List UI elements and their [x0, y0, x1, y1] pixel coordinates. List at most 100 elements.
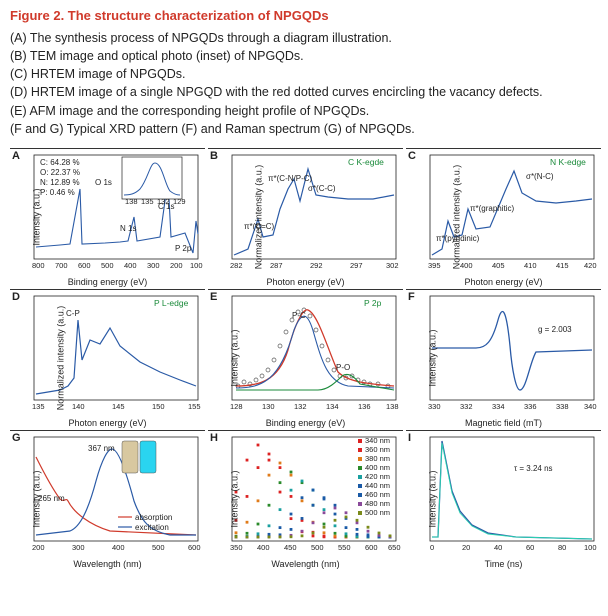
panel-letter-g: G	[12, 432, 21, 444]
svg-text:60: 60	[526, 543, 534, 552]
panel-h: H Intensity (a.u.) 340 nm360 nm380 nm400…	[208, 430, 403, 568]
panel-d-svg: P L-edge C-P 135140145150155	[10, 290, 205, 428]
panel-letter-f: F	[408, 291, 415, 303]
svg-text:332: 332	[460, 402, 473, 411]
panel-letter-h: H	[210, 432, 218, 444]
figure-caption-block: Figure 2. The structure characterization…	[10, 8, 598, 138]
panel-a: A Intensity (a.u.) C: 64.28 % O: 22.37 %…	[10, 148, 205, 286]
svg-text:420: 420	[584, 261, 597, 270]
svg-text:200: 200	[170, 261, 183, 270]
panel-b-svg: C K-egde π*(C=C) π*(C-N/P-C) σ*(C-C) 282…	[208, 149, 403, 287]
svg-text:P-C: P-C	[292, 311, 306, 320]
svg-text:400: 400	[124, 261, 137, 270]
svg-text:C-P: C-P	[66, 309, 80, 318]
svg-text:N 1s: N 1s	[120, 224, 136, 233]
panels-grid: A Intensity (a.u.) C: 64.28 % O: 22.37 %…	[10, 148, 598, 568]
svg-text:297: 297	[350, 261, 363, 270]
svg-text:135: 135	[32, 402, 45, 411]
svg-text:440 nm: 440 nm	[365, 481, 390, 490]
panel-d-ylabel: Normalized intensity (a.u.)	[55, 306, 65, 411]
svg-text:350: 350	[230, 543, 243, 552]
svg-text:τ = 3.24 ns: τ = 3.24 ns	[514, 464, 553, 473]
svg-text:480 nm: 480 nm	[365, 499, 390, 508]
svg-text:338: 338	[556, 402, 569, 411]
svg-text:0: 0	[430, 543, 434, 552]
panel-letter-a: A	[12, 150, 20, 162]
svg-text:550: 550	[338, 543, 351, 552]
panel-f-ylabel: Intensity (a.u.)	[428, 330, 438, 387]
panel-letter-i: I	[408, 432, 411, 444]
caption-a: (A) The synthesis process of NPGQDs thro…	[10, 29, 598, 47]
svg-text:π*(C-N/P-C): π*(C-N/P-C)	[268, 174, 313, 183]
svg-text:460 nm: 460 nm	[365, 490, 390, 499]
caption-e: (E) AFM image and the corresponding heig…	[10, 102, 598, 120]
svg-text:140: 140	[72, 402, 85, 411]
svg-text:P 2p: P 2p	[175, 244, 192, 253]
svg-text:340: 340	[584, 402, 597, 411]
panel-c: C Normalized intensity (a.u.) N K-edge π…	[406, 148, 601, 286]
panel-b: B Normalized intensity (a.u.) C K-egde π…	[208, 148, 403, 286]
svg-text:P-O: P-O	[336, 363, 350, 372]
panel-letter-e: E	[210, 291, 217, 303]
svg-text:360 nm: 360 nm	[365, 445, 390, 454]
svg-text:O 1s: O 1s	[95, 178, 112, 187]
svg-text:π*(graphitic): π*(graphitic)	[470, 204, 515, 213]
svg-text:200: 200	[32, 543, 45, 552]
panel-e-xlabel: Binding energy (eV)	[266, 418, 346, 428]
svg-text:334: 334	[492, 402, 505, 411]
svg-text:134: 134	[326, 402, 339, 411]
svg-text:C: 64.28 %: C: 64.28 %	[40, 158, 80, 167]
svg-text:40: 40	[494, 543, 502, 552]
svg-text:500: 500	[101, 261, 114, 270]
svg-text:σ*(N-C): σ*(N-C)	[526, 172, 554, 181]
caption-d: (D) HRTEM image of a single NPGQD with t…	[10, 83, 598, 101]
svg-text:600: 600	[188, 543, 201, 552]
panel-c-xlabel: Photon energy (eV)	[464, 277, 542, 287]
svg-text:P: 0.46 %: P: 0.46 %	[40, 188, 75, 197]
panel-f-xlabel: Magnetic field (mT)	[465, 418, 542, 428]
svg-text:800: 800	[32, 261, 45, 270]
svg-text:132: 132	[157, 197, 170, 206]
svg-text:367 nm: 367 nm	[88, 444, 115, 453]
panel-c-svg: N K-edge π*(pyridinic) π*(graphitic) σ*(…	[406, 149, 601, 287]
panel-g-ylabel: Intensity (a.u.)	[32, 471, 42, 528]
svg-text:340 nm: 340 nm	[365, 436, 390, 445]
panel-g-xlabel: Wavelength (nm)	[73, 559, 141, 569]
svg-text:100: 100	[584, 543, 597, 552]
panel-i-ylabel: Intensity (a.u.)	[428, 471, 438, 528]
panel-d-xlabel: Photon energy (eV)	[68, 418, 146, 428]
svg-text:420 nm: 420 nm	[365, 472, 390, 481]
svg-text:138: 138	[386, 402, 399, 411]
caption-c: (C) HRTEM image of NPGQDs.	[10, 65, 598, 83]
svg-text:N: 12.89 %: N: 12.89 %	[40, 178, 80, 187]
svg-text:σ*(C-C): σ*(C-C)	[308, 184, 336, 193]
svg-text:O: 22.37 %: O: 22.37 %	[40, 168, 80, 177]
svg-text:500: 500	[152, 543, 165, 552]
svg-text:136: 136	[358, 402, 371, 411]
svg-text:absorption: absorption	[135, 513, 172, 522]
panel-i: I Intensity (a.u.) τ = 3.24 ns 020406080…	[406, 430, 601, 568]
svg-text:130: 130	[262, 402, 275, 411]
panel-d: D Normalized intensity (a.u.) P L-edge C…	[10, 289, 205, 427]
panel-i-xlabel: Time (ns)	[485, 559, 523, 569]
panel-b-xlabel: Photon energy (eV)	[266, 277, 344, 287]
svg-text:336: 336	[524, 402, 537, 411]
svg-text:600: 600	[78, 261, 91, 270]
svg-text:P L-edge: P L-edge	[154, 298, 189, 308]
svg-text:330: 330	[428, 402, 441, 411]
svg-text:292: 292	[310, 261, 323, 270]
svg-text:128: 128	[230, 402, 243, 411]
panel-e: E Intensity (a.u.) P 2p P-C P-O 12813013…	[208, 289, 403, 427]
svg-text:145: 145	[112, 402, 125, 411]
svg-text:380 nm: 380 nm	[365, 454, 390, 463]
svg-text:415: 415	[556, 261, 569, 270]
svg-text:400: 400	[257, 543, 270, 552]
svg-text:600: 600	[365, 543, 378, 552]
svg-text:N K-edge: N K-edge	[550, 157, 586, 167]
panel-h-xlabel: Wavelength (nm)	[271, 559, 339, 569]
svg-text:300: 300	[147, 261, 160, 270]
caption-fg: (F and G) Typical XRD pattern (F) and Ra…	[10, 120, 598, 138]
svg-text:650: 650	[388, 543, 401, 552]
svg-text:400: 400	[460, 261, 473, 270]
svg-text:excitation: excitation	[135, 523, 169, 532]
